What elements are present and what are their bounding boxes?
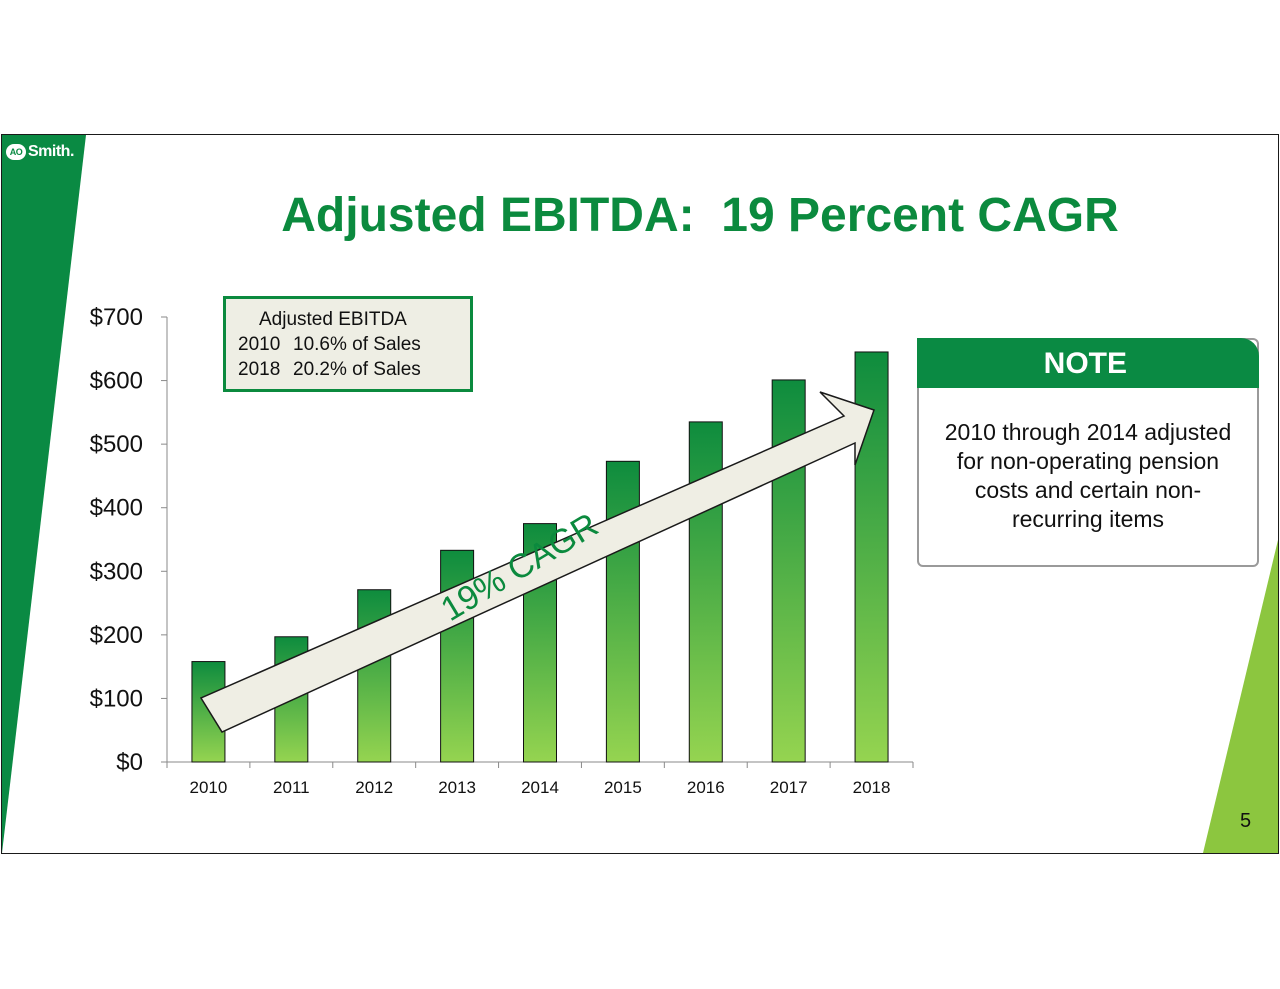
x-tick-label: 2011 xyxy=(273,778,310,797)
slide-decoration xyxy=(2,135,1278,853)
legend-box: Adjusted EBITDA 2010 10.6% of Sales 2018… xyxy=(223,296,473,392)
x-tick-label: 2017 xyxy=(770,778,808,797)
legend-line1-text: 10.6% of Sales xyxy=(293,334,421,355)
note-line-2: for non-operating pension xyxy=(956,448,1220,474)
page-number: 5 xyxy=(1240,810,1252,832)
note-header: NOTE xyxy=(917,338,1259,388)
bar-chart: $0$100$200$300$400$500$600$700 2010 2011 2… xyxy=(90,304,914,797)
slide-title: Adjusted EBITDA: 19 Percent CAGR xyxy=(281,189,1119,242)
note-text: 2010 through 2014 adjusted for non-opera… xyxy=(919,418,1257,534)
legend-line2-text: 20.2% of Sales xyxy=(293,359,421,380)
note-line-4: recurring items xyxy=(1011,506,1165,532)
right-green-band xyxy=(1203,540,1278,853)
legend-title: Adjusted EBITDA xyxy=(259,309,407,330)
x-tick-label: 2012 xyxy=(355,778,393,797)
y-tick-label: $300 xyxy=(90,558,143,585)
y-axis: $0 $100 $200 $300 $400 $500 $600 $700 xyxy=(90,304,168,776)
x-axis: 2010 2011 2012 2013 2014 2015 2016 2017 2018 xyxy=(166,761,914,797)
bar-2015 xyxy=(605,460,640,763)
note-line-3: costs and certain non- xyxy=(974,477,1202,503)
note-line-1: 2010 through 2014 adjusted xyxy=(944,419,1232,445)
left-green-band xyxy=(2,135,86,853)
logo-text: Smith. xyxy=(28,143,74,160)
y-tick-label: $700 xyxy=(90,304,143,331)
x-tick-label: 2015 xyxy=(604,778,642,797)
cagr-arrow-shape xyxy=(199,391,875,733)
y-tick-label: $400 xyxy=(90,495,143,522)
legend-line1-year: 2010 xyxy=(238,334,281,355)
x-tick-label: 2013 xyxy=(438,778,476,797)
logo-mark: AO xyxy=(6,144,26,160)
company-logo: AO Smith. xyxy=(6,143,74,161)
x-tick-label: 2014 xyxy=(521,778,559,797)
slide: AO Smith. Adjusted EBITDA: 19 Percent CA… xyxy=(1,134,1279,854)
y-tick-label: $500 xyxy=(90,431,143,458)
x-tick-label: 2016 xyxy=(687,778,725,797)
legend-line2-year: 2018 xyxy=(238,359,281,380)
y-tick-label: $100 xyxy=(90,685,143,712)
x-tick-label: 2018 xyxy=(853,778,891,797)
bar-2012 xyxy=(357,589,392,763)
y-tick-label: $0 xyxy=(116,749,143,776)
x-tick-label: 2010 xyxy=(190,778,228,797)
y-tick-label: $600 xyxy=(90,368,143,395)
y-tick-label: $200 xyxy=(90,622,143,649)
